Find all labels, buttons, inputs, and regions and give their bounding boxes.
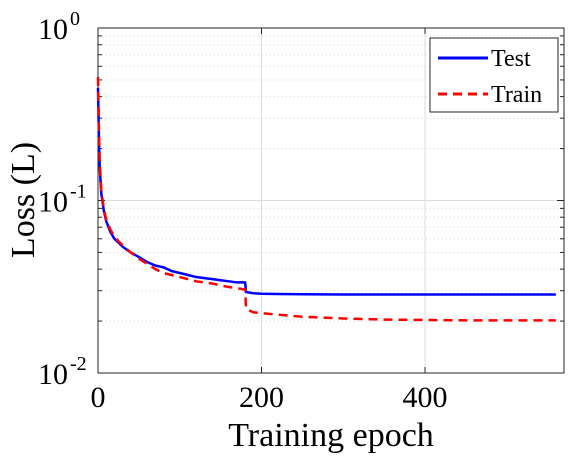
legend: Test Train <box>429 37 559 113</box>
y-axis-title: Loss (L) <box>5 142 42 258</box>
y-tick-label: 10 <box>38 358 68 391</box>
legend-train-label: Train <box>491 82 542 108</box>
x-axis-title: Training epoch <box>228 417 434 454</box>
x-tick-label: 400 <box>403 381 448 414</box>
y-tick-label-exponent: -2 <box>70 353 87 375</box>
y-tick-label-exponent: 0 <box>70 8 80 30</box>
y-tick-label: 10 <box>38 186 68 219</box>
series-line-train <box>96 76 556 322</box>
legend-test-label: Test <box>491 46 531 72</box>
y-tick-label-exponent: -1 <box>70 181 87 203</box>
x-tick-label: 0 <box>91 381 106 414</box>
y-tick-label: 10 <box>38 13 68 46</box>
series-layer <box>96 76 556 322</box>
axis-ticks <box>97 27 564 374</box>
x-tick-label: 200 <box>239 381 284 414</box>
legend-box <box>429 37 559 113</box>
